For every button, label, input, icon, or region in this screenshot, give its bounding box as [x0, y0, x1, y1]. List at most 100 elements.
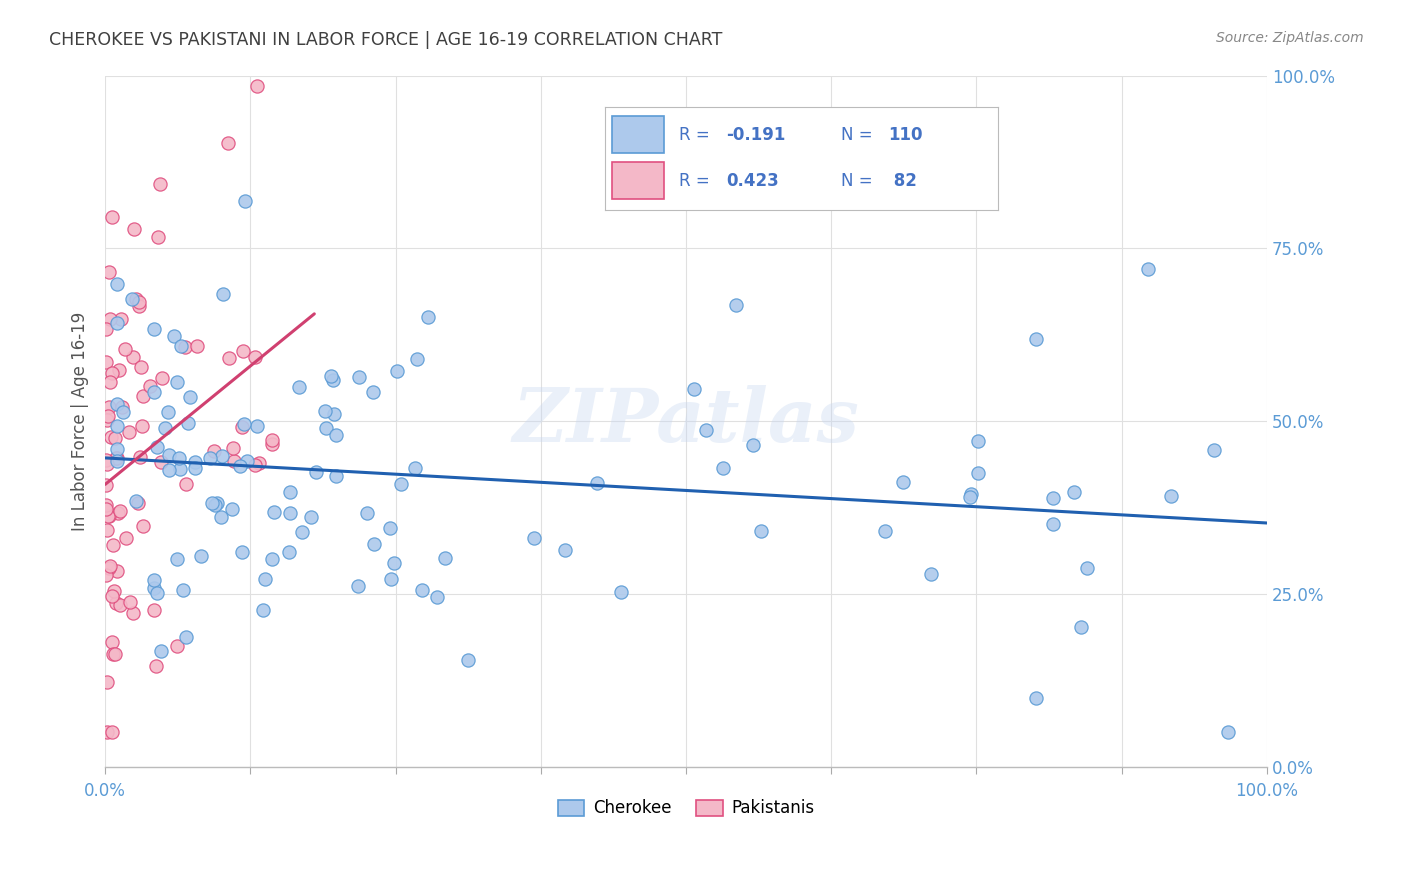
- Point: [1070, 620, 1092, 634]
- Point: [610, 585, 633, 599]
- Text: N =: N =: [841, 126, 877, 144]
- Point: [229, 458, 252, 473]
- Point: [325, 468, 347, 483]
- Point: [1025, 332, 1047, 346]
- Point: [319, 368, 342, 383]
- Point: [97, 409, 120, 423]
- Point: [103, 538, 125, 552]
- Point: [150, 371, 173, 385]
- Point: [198, 451, 221, 466]
- Point: [128, 299, 150, 313]
- Point: [107, 564, 129, 578]
- Point: [129, 450, 152, 464]
- Point: [246, 79, 269, 94]
- Point: [231, 420, 253, 434]
- Point: [211, 450, 233, 464]
- Point: [98, 265, 121, 279]
- Point: [96, 523, 118, 537]
- Point: [96, 725, 118, 739]
- Point: [725, 298, 748, 312]
- Point: [378, 521, 401, 535]
- Point: [404, 461, 426, 475]
- Point: [103, 584, 125, 599]
- Point: [1216, 725, 1239, 739]
- Point: [104, 450, 127, 465]
- Point: [254, 572, 277, 586]
- Point: [742, 438, 765, 452]
- Point: [382, 556, 405, 570]
- Point: [246, 419, 269, 434]
- Point: [157, 463, 180, 477]
- Point: [243, 350, 266, 364]
- Point: [1042, 491, 1064, 506]
- Text: R =: R =: [679, 126, 716, 144]
- Point: [127, 496, 149, 510]
- Point: [1204, 443, 1226, 458]
- Point: [960, 487, 983, 501]
- Point: [96, 478, 118, 492]
- Point: [142, 603, 165, 617]
- Point: [96, 457, 118, 471]
- Point: [122, 607, 145, 621]
- Point: [287, 380, 309, 394]
- Point: [363, 537, 385, 551]
- Text: Source: ZipAtlas.com: Source: ZipAtlas.com: [1216, 31, 1364, 45]
- Text: -0.191: -0.191: [727, 126, 786, 144]
- Bar: [613, 162, 664, 199]
- Point: [184, 461, 207, 475]
- Point: [97, 508, 120, 523]
- Text: N =: N =: [841, 172, 877, 190]
- Point: [98, 375, 121, 389]
- Point: [128, 295, 150, 310]
- Point: [231, 545, 253, 559]
- Point: [105, 397, 128, 411]
- Text: 110: 110: [889, 126, 922, 144]
- Point: [96, 567, 118, 582]
- Point: [98, 401, 121, 415]
- Point: [695, 424, 717, 438]
- Point: [299, 510, 322, 524]
- Point: [97, 561, 120, 575]
- Point: [291, 525, 314, 540]
- Point: [163, 329, 186, 343]
- Point: [277, 545, 299, 559]
- Point: [260, 436, 283, 450]
- Point: [416, 310, 439, 324]
- Point: [118, 425, 141, 439]
- Point: [434, 550, 457, 565]
- Point: [586, 476, 609, 491]
- Point: [235, 454, 257, 468]
- Point: [873, 524, 896, 538]
- Point: [966, 466, 988, 480]
- Point: [100, 430, 122, 444]
- Point: [262, 433, 284, 447]
- Point: [186, 339, 208, 353]
- Point: [201, 496, 224, 510]
- Point: [966, 434, 988, 449]
- Point: [174, 630, 197, 644]
- Point: [959, 490, 981, 504]
- Point: [245, 458, 267, 473]
- Point: [426, 591, 449, 605]
- Point: [149, 178, 172, 192]
- Point: [111, 405, 134, 419]
- Point: [122, 222, 145, 236]
- Point: [1136, 262, 1159, 277]
- Point: [120, 594, 142, 608]
- Point: [114, 342, 136, 356]
- Point: [143, 581, 166, 595]
- Point: [263, 505, 285, 519]
- Point: [211, 287, 233, 301]
- Point: [129, 360, 152, 375]
- Point: [96, 674, 118, 689]
- Point: [172, 583, 194, 598]
- Point: [145, 586, 167, 600]
- Point: [218, 351, 240, 366]
- Point: [347, 579, 370, 593]
- Point: [145, 659, 167, 673]
- Point: [322, 373, 344, 387]
- Point: [166, 639, 188, 653]
- Point: [104, 596, 127, 610]
- Point: [252, 603, 274, 617]
- Point: [105, 316, 128, 330]
